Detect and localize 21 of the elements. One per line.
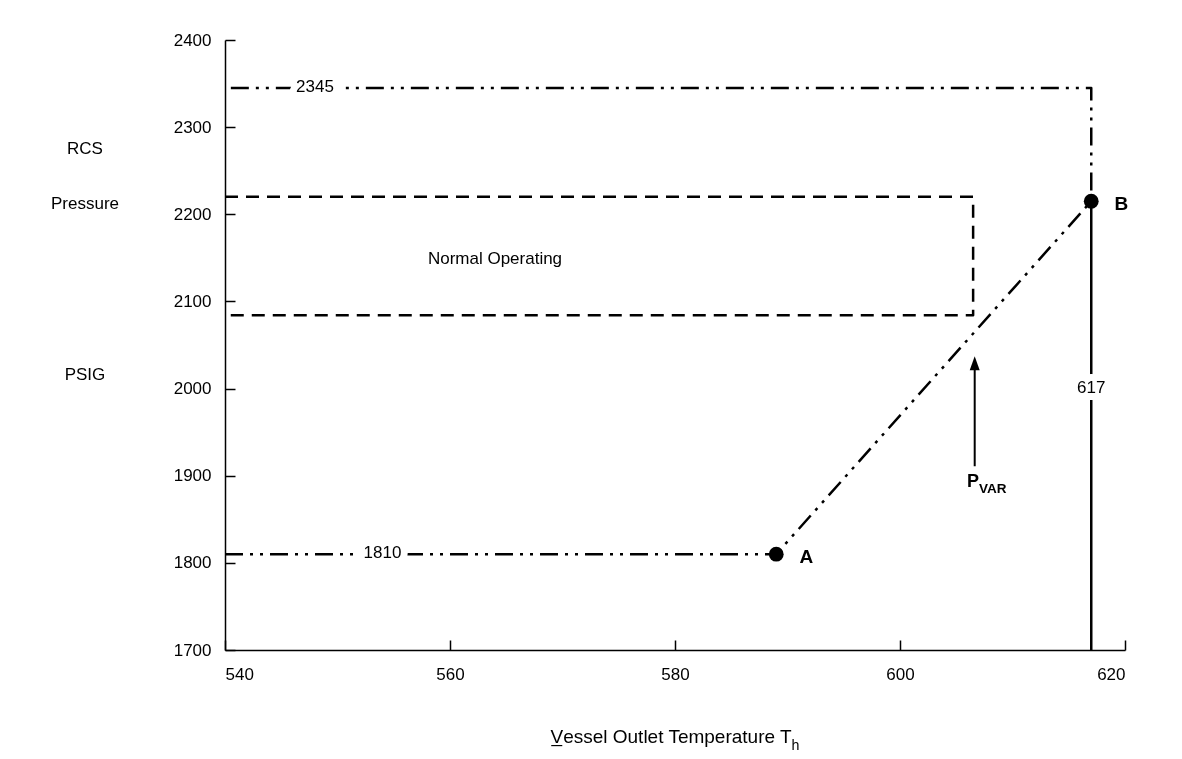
y-tick-label: 2300 (173, 117, 212, 137)
annotation: Normal Operating (427, 249, 563, 269)
y-tick-label: 2100 (173, 291, 212, 311)
annotation: 2345 (296, 77, 334, 97)
y-tick-label: 2400 (173, 30, 212, 50)
x-tick-label: 620 (1097, 664, 1126, 684)
y-tick-label: 1900 (173, 466, 212, 486)
y-tick-label: 2200 (173, 204, 212, 224)
y-tick-label: 2000 (173, 379, 212, 399)
x-tick-label: 600 (886, 664, 915, 684)
annotation: B (1114, 193, 1129, 215)
annotation: A (799, 546, 814, 568)
text: RCS Pressure PSIG (50, 139, 120, 384)
x-axis-title: V̲essel Outlet Temperature T$_{h}$ (550, 726, 800, 753)
y-tick-label: 1700 (173, 640, 212, 660)
x-tick-label: 560 (436, 664, 465, 684)
x-tick-label: 580 (661, 664, 690, 684)
annotation: P$_{VAR}$ (966, 471, 1007, 497)
x-tick-label: 540 (225, 664, 254, 684)
annotation: 1810 (363, 543, 402, 563)
y-tick-label: 1800 (173, 553, 212, 573)
